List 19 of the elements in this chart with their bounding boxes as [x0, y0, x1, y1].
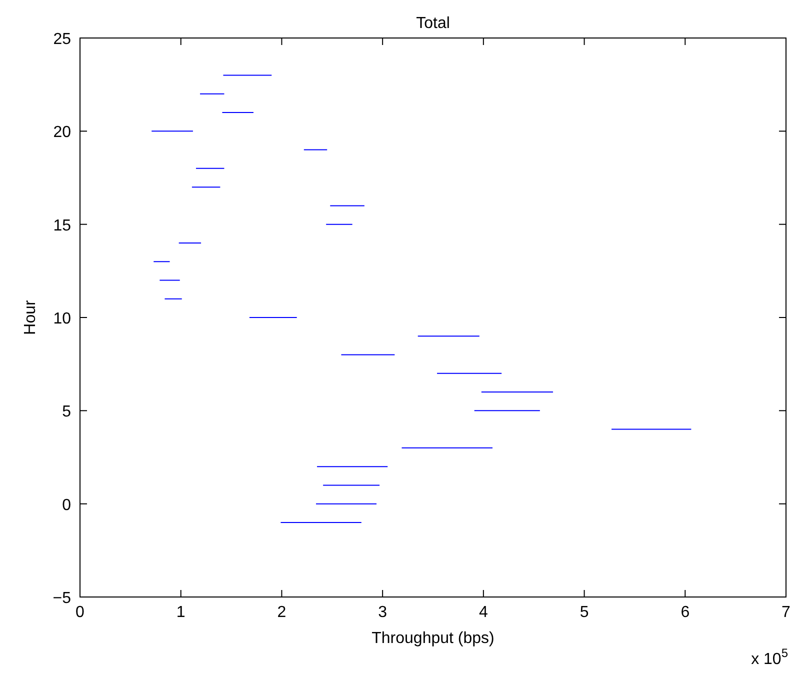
- x-tick-label: 3: [378, 604, 388, 621]
- y-tick-label: 20: [53, 124, 72, 142]
- x-tick-label: 5: [580, 604, 589, 621]
- y-axis-title: Hour: [22, 299, 39, 335]
- y-tick-label: 25: [53, 31, 72, 48]
- x-tick-label: 2: [277, 604, 286, 621]
- x-tick-label: 1: [176, 604, 186, 621]
- y-tick-label: 5: [62, 404, 72, 421]
- chart-title: Total: [416, 15, 450, 32]
- text: x 10$^{5}$: [751, 646, 788, 668]
- x-tick-label: 7: [782, 604, 791, 621]
- x-tick-label: 4: [478, 604, 488, 621]
- y-tick-label: 10: [53, 310, 72, 328]
- x-tick-label: 6: [680, 604, 690, 621]
- x-tick-label: 0: [76, 604, 85, 621]
- x-axis-title: Throughput (bps): [372, 630, 494, 647]
- y-tick-label: 15: [53, 217, 72, 234]
- y-tick-label: 0: [62, 496, 72, 514]
- y-tick-label: −5: [52, 590, 72, 607]
